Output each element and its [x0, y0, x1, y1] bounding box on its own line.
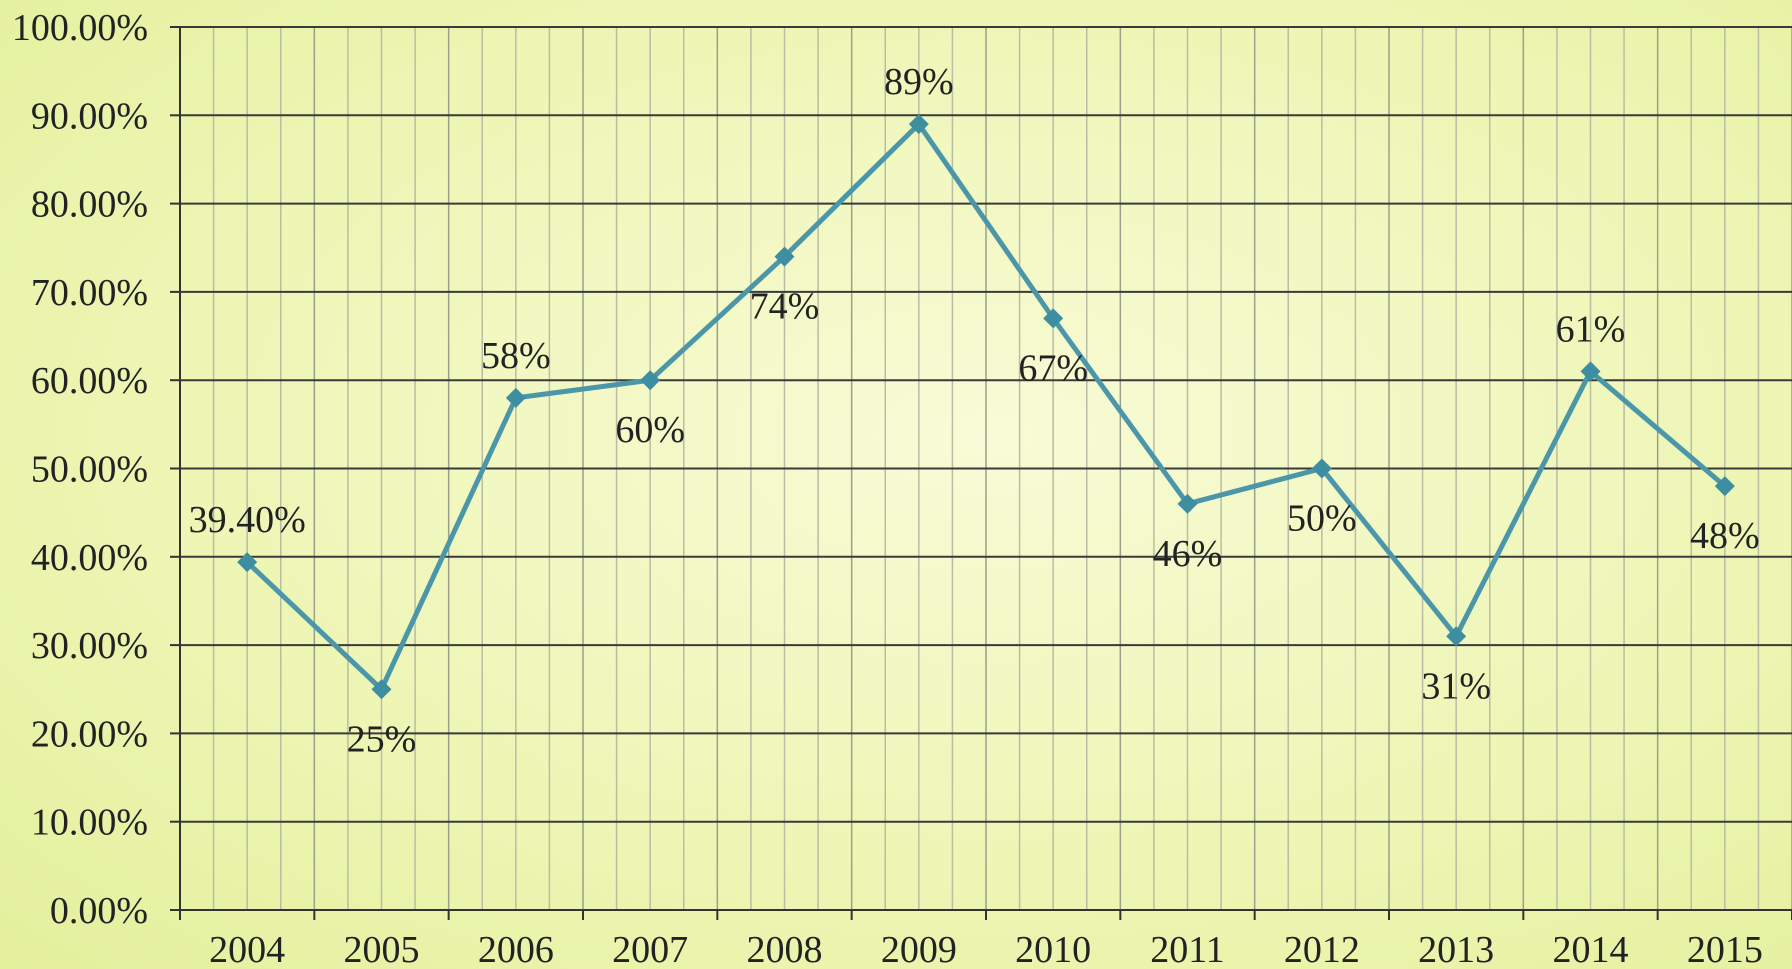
- data-label: 58%: [481, 335, 551, 377]
- data-point-marker: [640, 370, 661, 391]
- data-label: 60%: [615, 409, 685, 451]
- data-point-marker: [1580, 361, 1601, 382]
- y-axis-ticks: 0.00% 10.00% 20.00% 30.00% 40.00% 50.00% 60.00…: [12, 7, 180, 932]
- x-tick-label: 2005: [344, 929, 420, 969]
- x-tick-label: 2012: [1284, 929, 1360, 969]
- data-point-marker: [1177, 493, 1198, 514]
- data-point-marker: [1043, 308, 1064, 329]
- x-tick-label: 2007: [612, 929, 688, 969]
- series: [237, 114, 1735, 700]
- x-tick-label: 2015: [1687, 929, 1763, 969]
- x-tick-label: 2009: [881, 929, 957, 969]
- data-point-marker: [237, 552, 258, 573]
- data-label: 67%: [1018, 347, 1088, 389]
- y-tick-label: 90.00%: [31, 95, 148, 137]
- y-tick-label: 40.00%: [31, 537, 148, 579]
- y-tick-label: 70.00%: [31, 272, 148, 314]
- x-tick-label: 2013: [1418, 929, 1494, 969]
- grid: [180, 26, 1792, 910]
- data-label: 25%: [347, 718, 417, 760]
- x-tick-label: 2010: [1015, 929, 1091, 969]
- data-label: 89%: [884, 61, 954, 103]
- y-tick-label: 50.00%: [31, 449, 148, 491]
- series-line: [245, 121, 1727, 692]
- data-label: 31%: [1421, 665, 1491, 707]
- x-tick-label: 2011: [1150, 929, 1225, 969]
- data-label: 39.40%: [189, 499, 306, 541]
- data-point-marker: [371, 679, 392, 700]
- y-tick-label: 20.00%: [31, 713, 148, 755]
- y-tick-label: 80.00%: [31, 184, 148, 226]
- y-tick-label: 30.00%: [31, 625, 148, 667]
- data-point-marker: [774, 246, 795, 267]
- y-tick-label: 10.00%: [31, 802, 148, 844]
- data-point-marker: [505, 387, 526, 408]
- data-label: 50%: [1287, 498, 1357, 540]
- data-point-marker: [1311, 458, 1332, 479]
- data-point-marker: [1714, 476, 1735, 497]
- y-tick-label: 0.00%: [50, 890, 148, 932]
- y-tick-label: 100.00%: [12, 7, 148, 49]
- x-tick-label: 2008: [747, 929, 823, 969]
- data-label: 61%: [1556, 308, 1626, 350]
- x-tick-label: 2006: [478, 929, 554, 969]
- data-labels: 39.40% 25% 58% 60% 74% 89% 67% 46% 50% 31% 61% 48%: [189, 61, 1760, 760]
- data-point-marker: [1446, 626, 1467, 647]
- y-tick-label: 60.00%: [31, 360, 148, 402]
- data-label: 74%: [750, 286, 820, 328]
- data-label: 46%: [1153, 533, 1223, 575]
- x-tick-label: 2014: [1553, 929, 1629, 969]
- data-label: 48%: [1690, 515, 1760, 557]
- x-tick-label: 2004: [209, 929, 285, 969]
- x-axis-ticks: 2004 2005 2006 2007 2008 2009 2010 2011 2012 2013…: [179, 910, 1792, 969]
- data-point-marker: [908, 114, 929, 135]
